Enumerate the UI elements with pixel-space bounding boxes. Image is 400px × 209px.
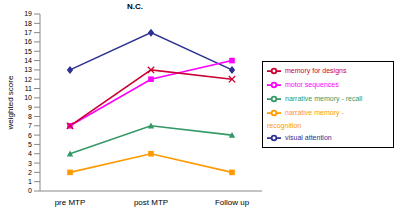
svg-text:pre MTP: pre MTP bbox=[55, 198, 86, 207]
html-text:N.C.: N.C. bbox=[127, 2, 143, 11]
svg-text:Follow up: Follow up bbox=[215, 198, 250, 207]
svg-text:0: 0 bbox=[28, 187, 32, 194]
svg-text:10: 10 bbox=[24, 94, 32, 101]
html-text:narrative memory - recall: narrative memory - recall bbox=[285, 94, 363, 102]
svg-text:15: 15 bbox=[24, 48, 32, 55]
svg-text:5: 5 bbox=[28, 141, 32, 148]
html-text:narrative memory - recognition: narrative memory - recognition bbox=[267, 108, 344, 129]
svg-text:6: 6 bbox=[28, 132, 32, 139]
svg-text:4: 4 bbox=[28, 150, 32, 157]
html-text:motor sequences: motor sequences bbox=[285, 80, 339, 88]
svg-text:3: 3 bbox=[28, 160, 32, 167]
svg-text:1: 1 bbox=[28, 178, 32, 185]
svg-text:14: 14 bbox=[24, 57, 32, 64]
svg-text:weighted score: weighted score bbox=[8, 75, 15, 130]
svg-text:2: 2 bbox=[28, 169, 32, 176]
html-text:visual attention: visual attention bbox=[285, 133, 332, 141]
svg-text:17: 17 bbox=[24, 29, 32, 36]
svg-text:16: 16 bbox=[24, 38, 32, 45]
svg-text:8: 8 bbox=[28, 113, 32, 120]
svg-text:9: 9 bbox=[28, 104, 32, 111]
svg-text:19: 19 bbox=[24, 10, 32, 17]
svg-text:7: 7 bbox=[28, 122, 32, 129]
svg-text:post MTP: post MTP bbox=[134, 198, 168, 207]
svg-text:13: 13 bbox=[24, 66, 32, 73]
svg-text:11: 11 bbox=[25, 85, 32, 92]
svg-text:12: 12 bbox=[24, 76, 32, 83]
svg-text:18: 18 bbox=[24, 20, 32, 27]
html-text:memory for designs: memory for designs bbox=[285, 66, 347, 74]
